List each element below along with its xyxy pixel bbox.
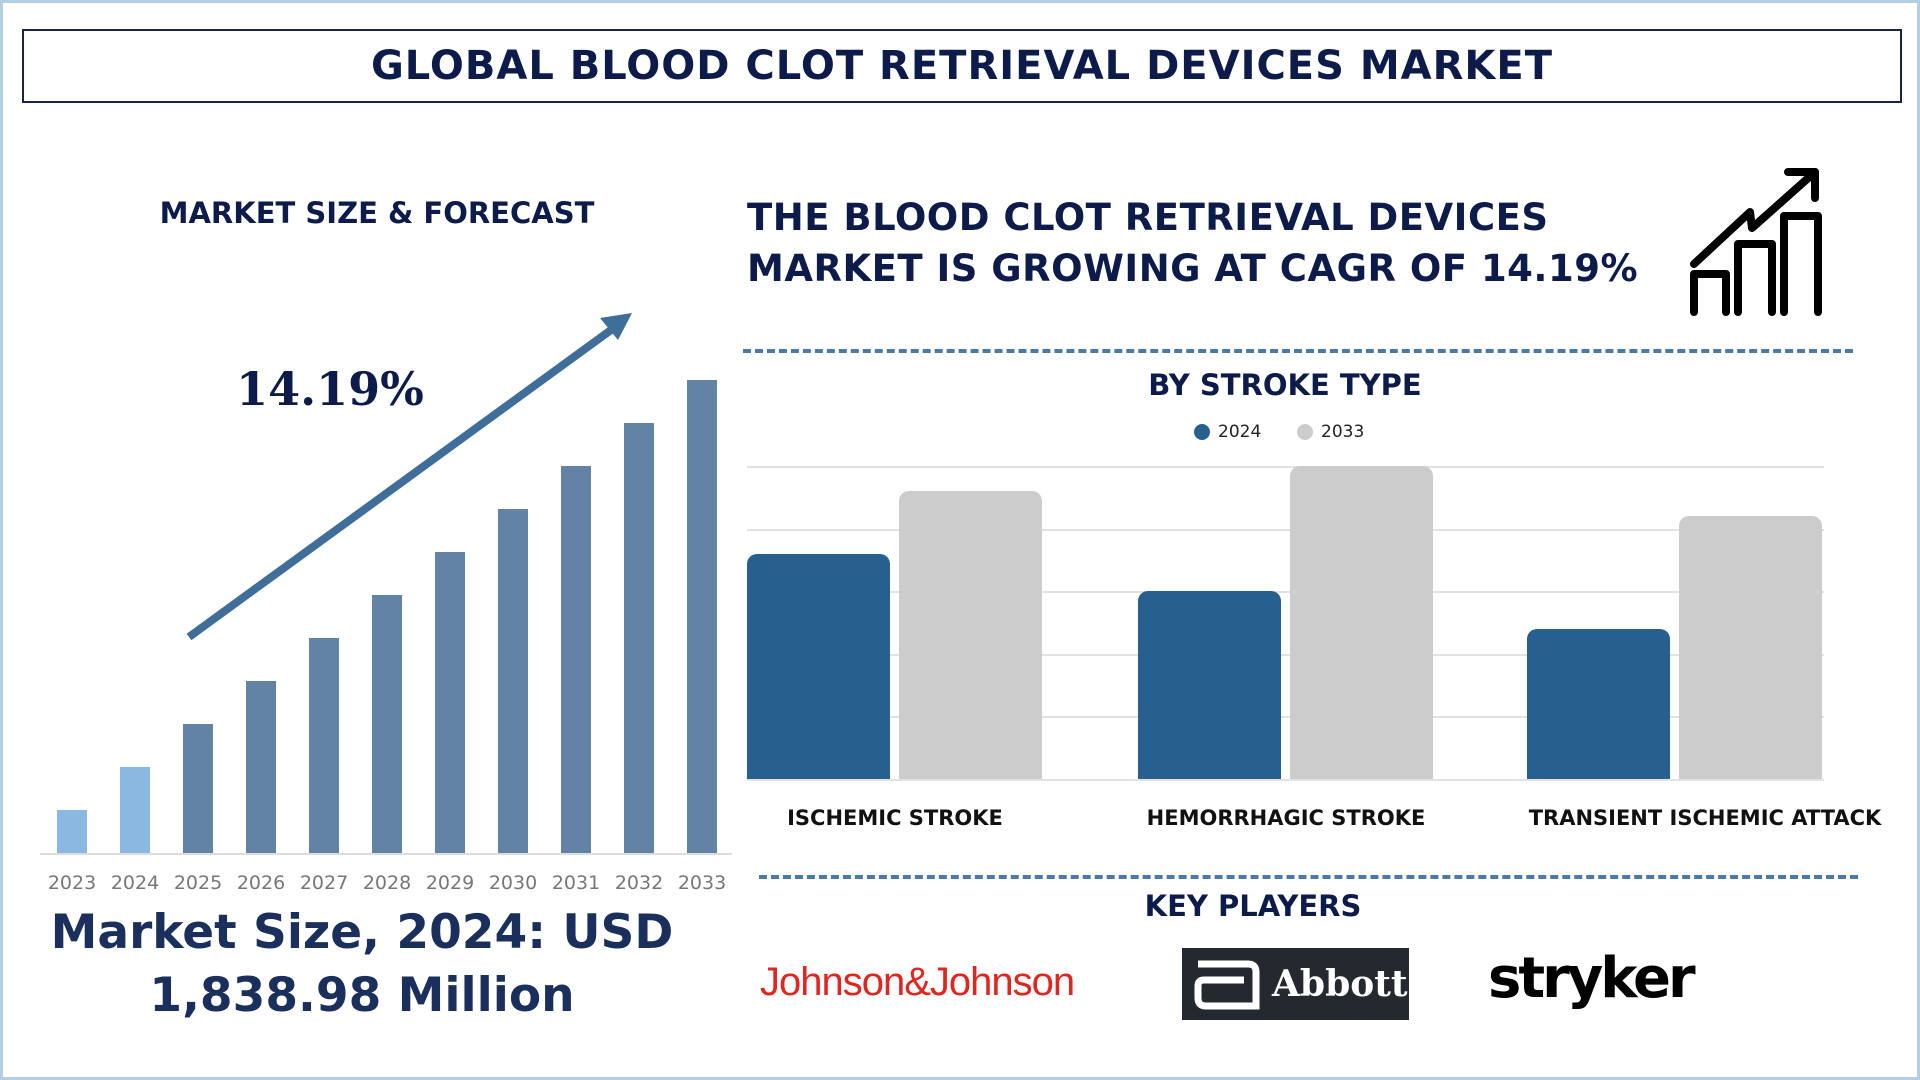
growth-chart-icon: [1690, 168, 1822, 316]
year-label: 2023: [47, 872, 97, 894]
gridline: [747, 528, 1824, 531]
logo-stryker: stryker: [1488, 946, 1696, 1011]
gridline: [747, 653, 1824, 656]
bar-2031: [561, 466, 591, 853]
legend-label-2033: 2033: [1321, 422, 1365, 442]
year-label: 2032: [614, 872, 664, 894]
bar-2030: [498, 509, 528, 853]
year-label: 2024: [110, 872, 160, 894]
headline-line2: MARKET IS GROWING AT CAGR OF 14.19%: [747, 247, 1639, 290]
bar-2024: [120, 767, 150, 853]
bar-ischemic-stroke-2024: [747, 553, 890, 779]
year-label: 2033: [677, 872, 727, 894]
market-size-line2: 1,838.98 Million: [149, 968, 575, 1023]
abbott-mark-icon: [1194, 960, 1260, 1010]
market-size-forecast-title: MARKET SIZE & FORECAST: [159, 196, 595, 230]
legend-2033: 2033: [1297, 422, 1364, 442]
category-label: HEMORRHAGIC STROKE: [1146, 806, 1426, 830]
bar-2028: [372, 595, 402, 853]
category-label: ISCHEMIC STROKE: [787, 806, 1003, 830]
logo-johnson-and-johnson: Johnson&Johnson: [760, 960, 1075, 1004]
divider-dashed-2: [759, 875, 1858, 879]
gridline: [747, 716, 1824, 719]
stroke-type-title: BY STROKE TYPE: [1148, 368, 1422, 402]
bar-2025: [183, 724, 213, 853]
abbott-wordmark: Abbott: [1272, 963, 1408, 1005]
cagr-label: 14.19%: [236, 362, 424, 416]
bar-hemorrhagic-stroke-2024: [1138, 591, 1281, 779]
bar-ischemic-stroke-2033: [899, 491, 1042, 779]
bar-2023: [57, 810, 87, 853]
year-label: 2027: [299, 872, 349, 894]
page-title: GLOBAL BLOOD CLOT RETRIEVAL DEVICES MARK…: [370, 43, 1554, 89]
year-label: 2028: [362, 872, 412, 894]
bar-2026: [246, 681, 276, 853]
growth-arrow-head: [600, 313, 632, 340]
bar-transient-ischemic-attack-2024: [1527, 628, 1670, 779]
year-label: 2025: [173, 872, 223, 894]
legend-2024: 2024: [1194, 422, 1261, 442]
bar-2027: [309, 638, 339, 853]
market-size-line1: Market Size, 2024: USD: [50, 905, 674, 960]
bar-transient-ischemic-attack-2033: [1679, 516, 1822, 779]
divider-dashed: [743, 349, 1853, 353]
baseline: [747, 779, 1824, 781]
gridline: [747, 466, 1824, 468]
key-players-title: KEY PLAYERS: [1144, 889, 1362, 923]
forecast-chart: [40, 313, 732, 855]
growth-arrow-line: [186, 318, 625, 641]
bar-hemorrhagic-stroke-2033: [1290, 466, 1433, 779]
bar-2033: [687, 380, 717, 853]
year-label: 2026: [236, 872, 286, 894]
year-label: 2031: [551, 872, 601, 894]
logo-abbott: Abbott: [1182, 948, 1409, 1020]
year-label: 2030: [488, 872, 538, 894]
legend-dot-2024: [1194, 424, 1210, 440]
year-label: 2029: [425, 872, 475, 894]
gridline: [747, 591, 1824, 594]
category-label: TRANSIENT ISCHEMIC ATTACK: [1528, 806, 1882, 830]
bar-2032: [624, 423, 654, 853]
headline-line1: THE BLOOD CLOT RETRIEVAL DEVICES: [747, 196, 1549, 239]
legend-label-2024: 2024: [1218, 422, 1262, 442]
title-box: GLOBAL BLOOD CLOT RETRIEVAL DEVICES MARK…: [22, 29, 1902, 103]
bar-2029: [435, 552, 465, 853]
legend-dot-2033: [1297, 424, 1313, 440]
